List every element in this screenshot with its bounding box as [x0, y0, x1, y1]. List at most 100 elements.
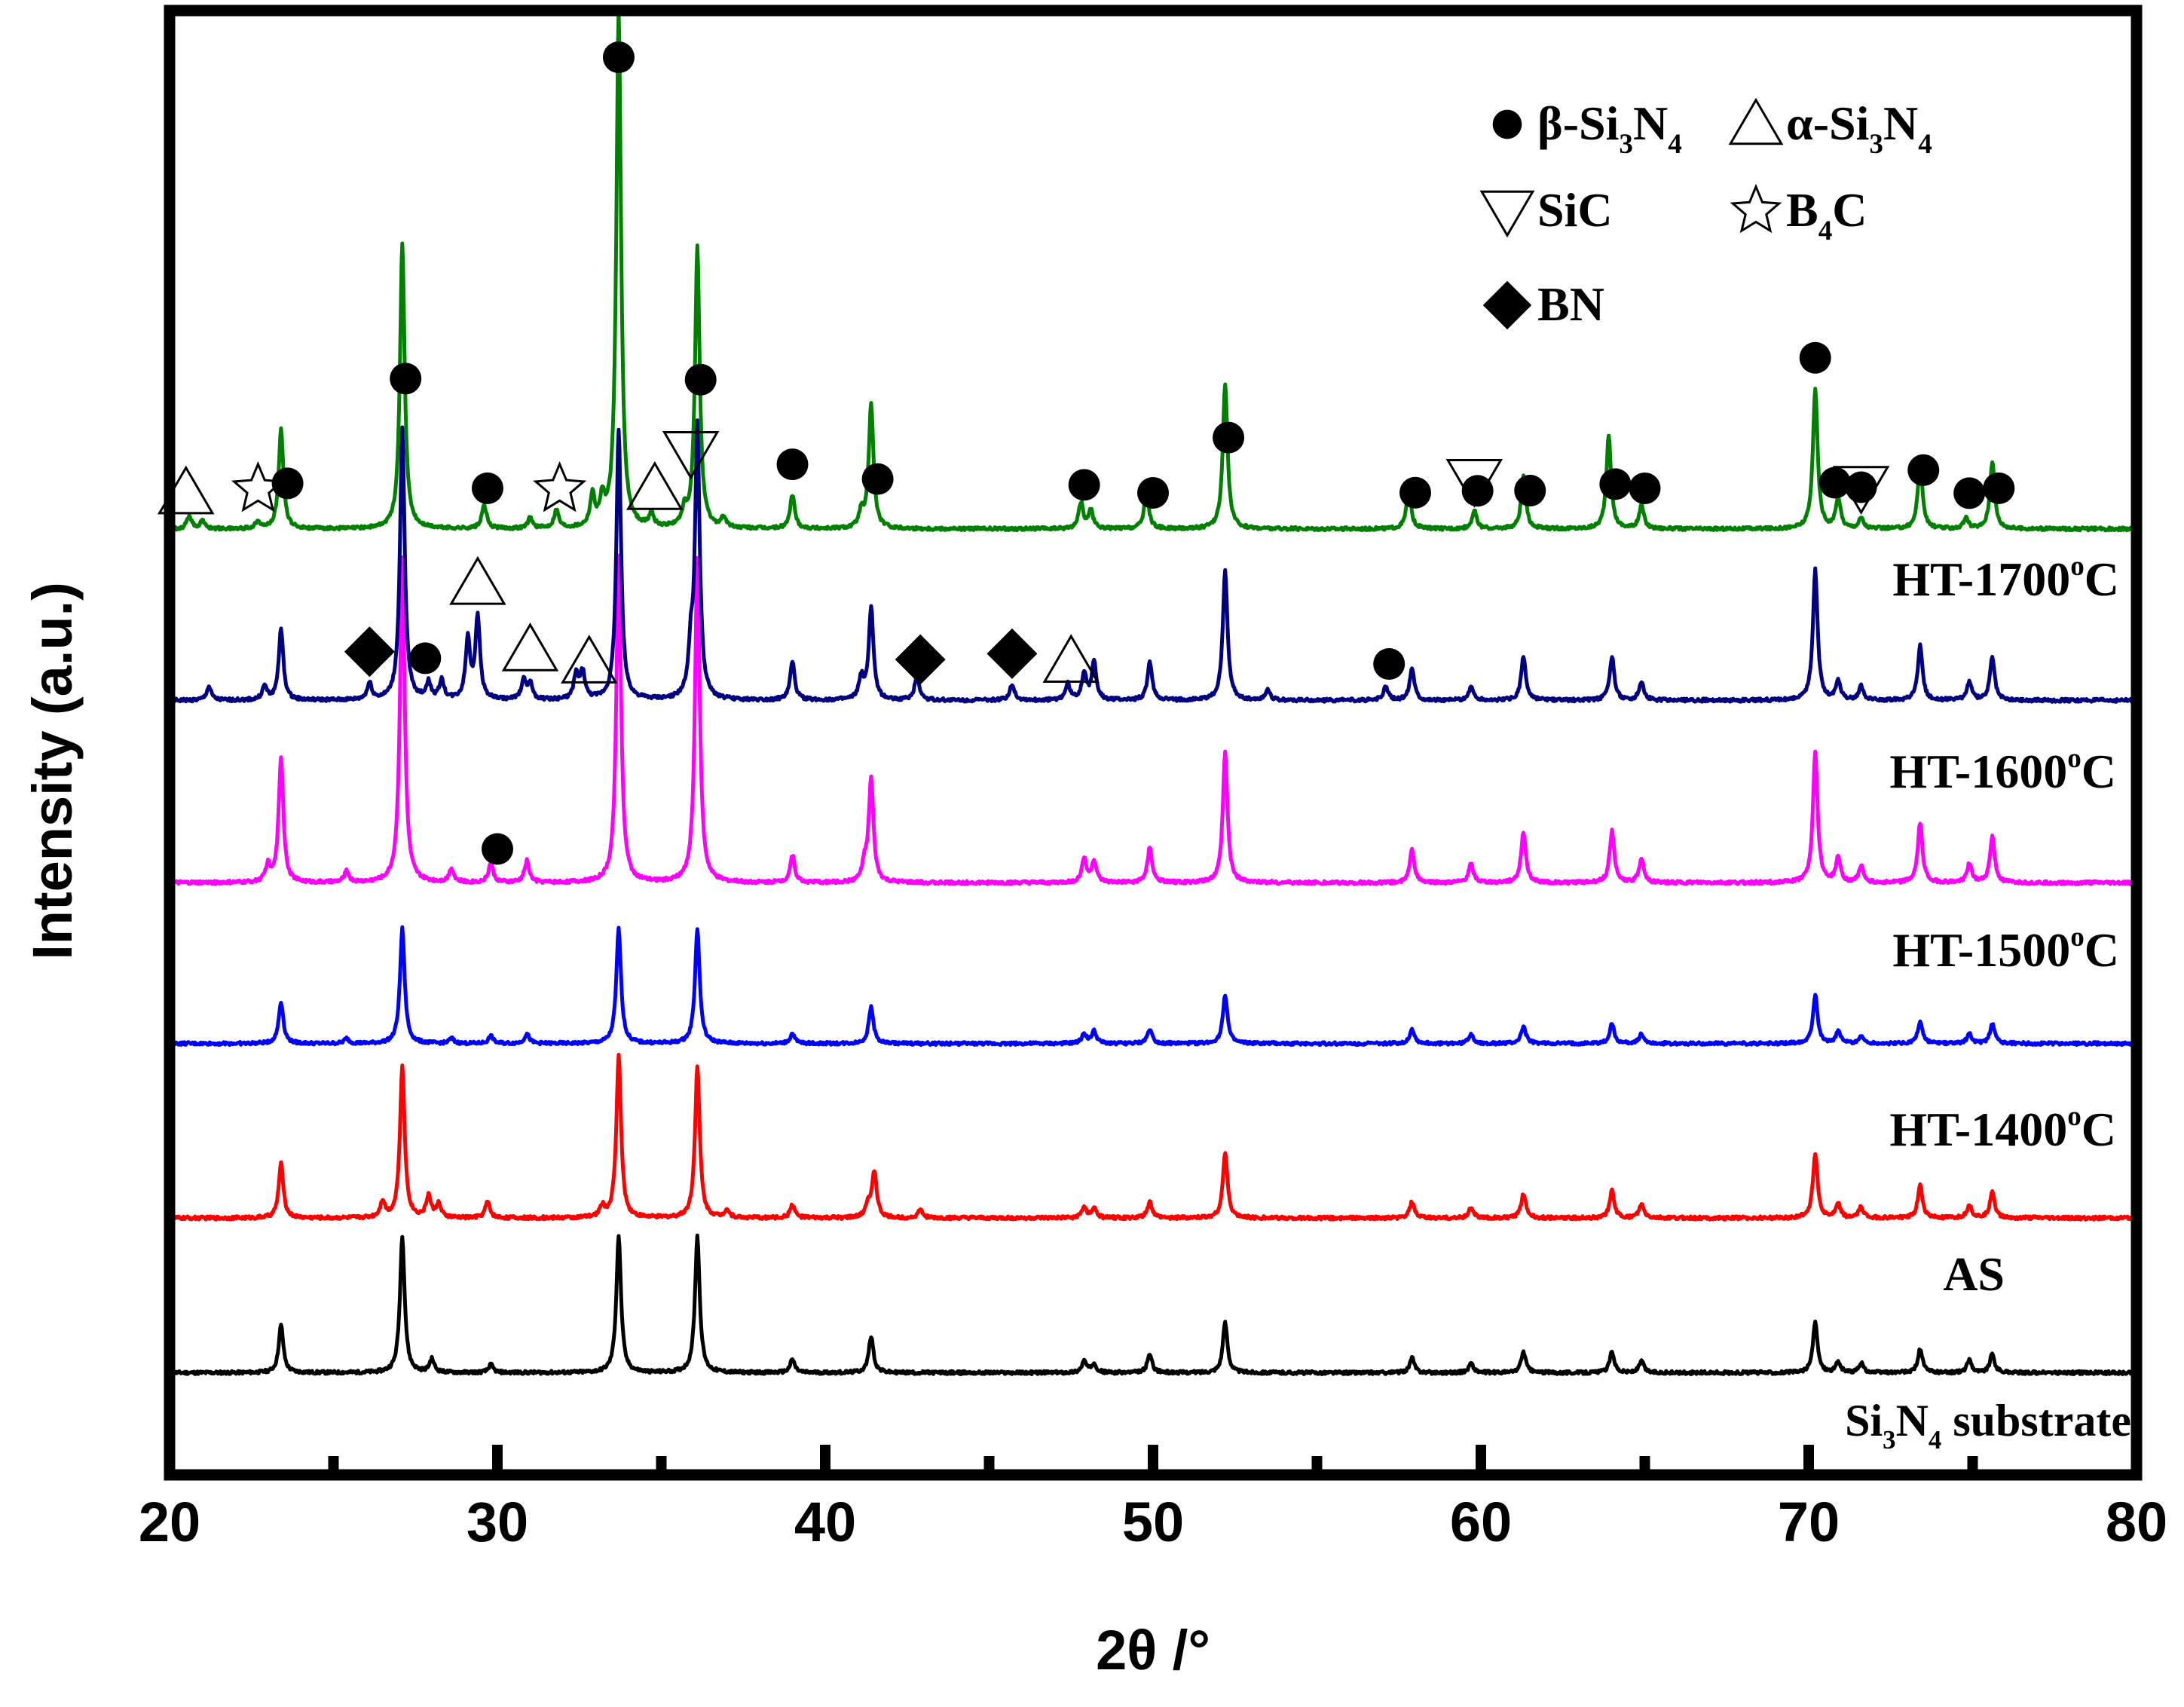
peak-marker-filled-circle	[1213, 421, 1245, 454]
trace-ht-1400c	[167, 925, 2139, 1048]
x-tick-label: 60	[1450, 1491, 1512, 1553]
peak-marker-filled-circle	[1818, 467, 1851, 499]
legend-label-b4c-part: C	[1832, 183, 1867, 237]
peak-marker-open-star	[231, 460, 286, 512]
peak-marker-filled-circle	[1983, 472, 2015, 504]
x-tick-label: 40	[794, 1491, 856, 1553]
series-label-ht-1400c-part: C	[2082, 1103, 2116, 1156]
peak-marker-filled-circle	[1399, 476, 1431, 509]
series-label-ht-1700c: HT-1700oC	[1892, 551, 2119, 606]
series-label-ht-1400c-part: o	[2067, 1101, 2082, 1132]
legend-label-si3n4-part: N	[1633, 96, 1668, 150]
legend-marker-open-triangle-up	[1728, 97, 1784, 145]
x-tick-label: 70	[1778, 1491, 1840, 1553]
legend-label-si3n4-part: 3	[1869, 129, 1883, 160]
series-label-ht-1600c: HT-1600oC	[1889, 743, 2116, 798]
trace-ht-1700c	[167, 8, 2139, 533]
trace-ht-1500c	[167, 553, 2139, 886]
peak-marker-filled-circle	[684, 363, 717, 396]
series-label-si3n4-substrate-part: substrate	[1941, 1396, 2131, 1445]
x-tick-label: 50	[1122, 1491, 1184, 1553]
peak-marker-filled-circle	[1907, 454, 1940, 486]
peak-marker-filled-circle	[1845, 471, 1877, 503]
series-label-si3n4-substrate: Si3N4 substrate	[1845, 1396, 2131, 1455]
series-label-ht-1600c-part: HT-1600	[1889, 745, 2067, 798]
peak-marker-open-triangle-up	[561, 635, 618, 684]
trace-ht-1600c	[167, 418, 2138, 704]
series-label-ht-1400c: HT-1400oC	[1889, 1101, 2116, 1156]
legend-label-si3n4-part: N	[1883, 96, 1918, 150]
peak-marker-filled-circle	[390, 363, 422, 395]
legend-label-si3n4-part: 4	[1918, 129, 1932, 160]
series-label-as: AS	[1943, 1247, 2005, 1301]
traces-layer	[167, 8, 2139, 1376]
peak-marker-filled-circle	[1137, 476, 1169, 509]
peak-marker-filled-circle	[482, 833, 513, 865]
peak-marker-filled-circle	[1599, 468, 1632, 500]
legend-label-bn: BN	[1537, 277, 1604, 331]
legend-label-sic: SiC	[1537, 183, 1613, 237]
series-label-ht-1500c-part: C	[2085, 923, 2119, 977]
legend-label-bn-part: BN	[1537, 277, 1604, 331]
series-label-si3n4-substrate-part: 4	[1929, 1425, 1941, 1455]
legend-marker-filled-circle	[1492, 109, 1522, 139]
legend-label-b4c: B4C	[1786, 183, 1867, 246]
legend-label-b4c-part: B	[1786, 183, 1818, 237]
legend-marker-filled-diamond	[1482, 280, 1532, 330]
legend-marker-open-triangle-down	[1479, 190, 1535, 238]
peak-marker-filled-circle	[602, 41, 635, 73]
peak-marker-filled-circle	[1799, 341, 1831, 374]
peak-marker-filled-circle	[1373, 648, 1406, 681]
peak-marker-open-triangle-up	[501, 623, 559, 671]
legend-label-b4c-part: 4	[1818, 216, 1833, 246]
series-label-ht-1500c-part: HT-1500	[1892, 923, 2070, 977]
legend-label-si3n4-part: α-Si	[1786, 96, 1869, 150]
peak-marker-open-star	[533, 460, 587, 512]
series-label-ht-1500c-part: o	[2070, 922, 2085, 953]
series-labels-layer: Si3N4 substrateASHT-1400oCHT-1500oCHT-16…	[1845, 551, 2131, 1455]
legend-label-sic-part: SiC	[1537, 183, 1613, 237]
peak-marker-filled-diamond	[986, 628, 1038, 679]
x-axis: 20 30 40 50 60 70 80	[139, 1491, 2167, 1553]
trace-as	[168, 1053, 2139, 1222]
peak-marker-filled-circle	[1514, 474, 1546, 506]
peak-marker-open-triangle-up	[449, 555, 506, 605]
legend-marker-open-star	[1730, 183, 1782, 234]
trace-si3n4-substrate	[168, 1233, 2138, 1376]
legend-label-si3n4-part: β-Si	[1537, 96, 1619, 150]
peak-marker-open-triangle-down	[1445, 458, 1503, 508]
series-label-si3n4-substrate-part: N	[1896, 1396, 1929, 1445]
x-tick-label: 80	[2106, 1491, 2167, 1553]
series-label-as-part: AS	[1943, 1247, 2005, 1301]
peak-marker-filled-circle	[1068, 469, 1100, 501]
peak-marker-open-triangle-down	[1832, 466, 1890, 515]
peak-marker-filled-circle	[409, 642, 442, 675]
series-label-ht-1700c-part: HT-1700	[1892, 552, 2070, 606]
series-label-ht-1600c-part: o	[2067, 743, 2082, 774]
series-label-ht-1700c-part: C	[2085, 552, 2119, 606]
x-tick-label: 20	[139, 1491, 200, 1553]
legend-label-si3n4: β-Si3N4	[1537, 96, 1682, 160]
x-tick-label: 30	[466, 1491, 528, 1553]
annotation-markers-layer	[157, 41, 2015, 865]
legend-label-si3n4-part: 4	[1668, 129, 1682, 160]
y-axis-label: Intensity (a.u.)	[21, 582, 84, 960]
plot-frame	[164, 5, 2143, 1481]
peak-marker-filled-circle	[1953, 477, 1986, 509]
x-axis-label: 2θ /°	[1096, 1619, 1210, 1681]
peak-marker-filled-circle	[471, 472, 503, 504]
peak-marker-filled-circle	[271, 467, 304, 500]
peak-marker-open-triangle-up	[1042, 634, 1100, 684]
series-label-ht-1500c: HT-1500oC	[1892, 922, 2119, 977]
series-label-ht-1700c-part: o	[2070, 551, 2085, 582]
peak-marker-open-triangle-up	[626, 460, 684, 510]
peak-marker-open-triangle-down	[662, 430, 720, 480]
peak-marker-filled-circle	[861, 463, 894, 495]
series-label-si3n4-substrate-part: Si	[1845, 1396, 1883, 1445]
legend-label-si3n4: α-Si3N4	[1786, 96, 1932, 160]
series-label-ht-1600c-part: C	[2082, 745, 2116, 798]
peak-marker-filled-diamond	[895, 634, 946, 685]
peak-marker-filled-diamond	[344, 626, 395, 678]
